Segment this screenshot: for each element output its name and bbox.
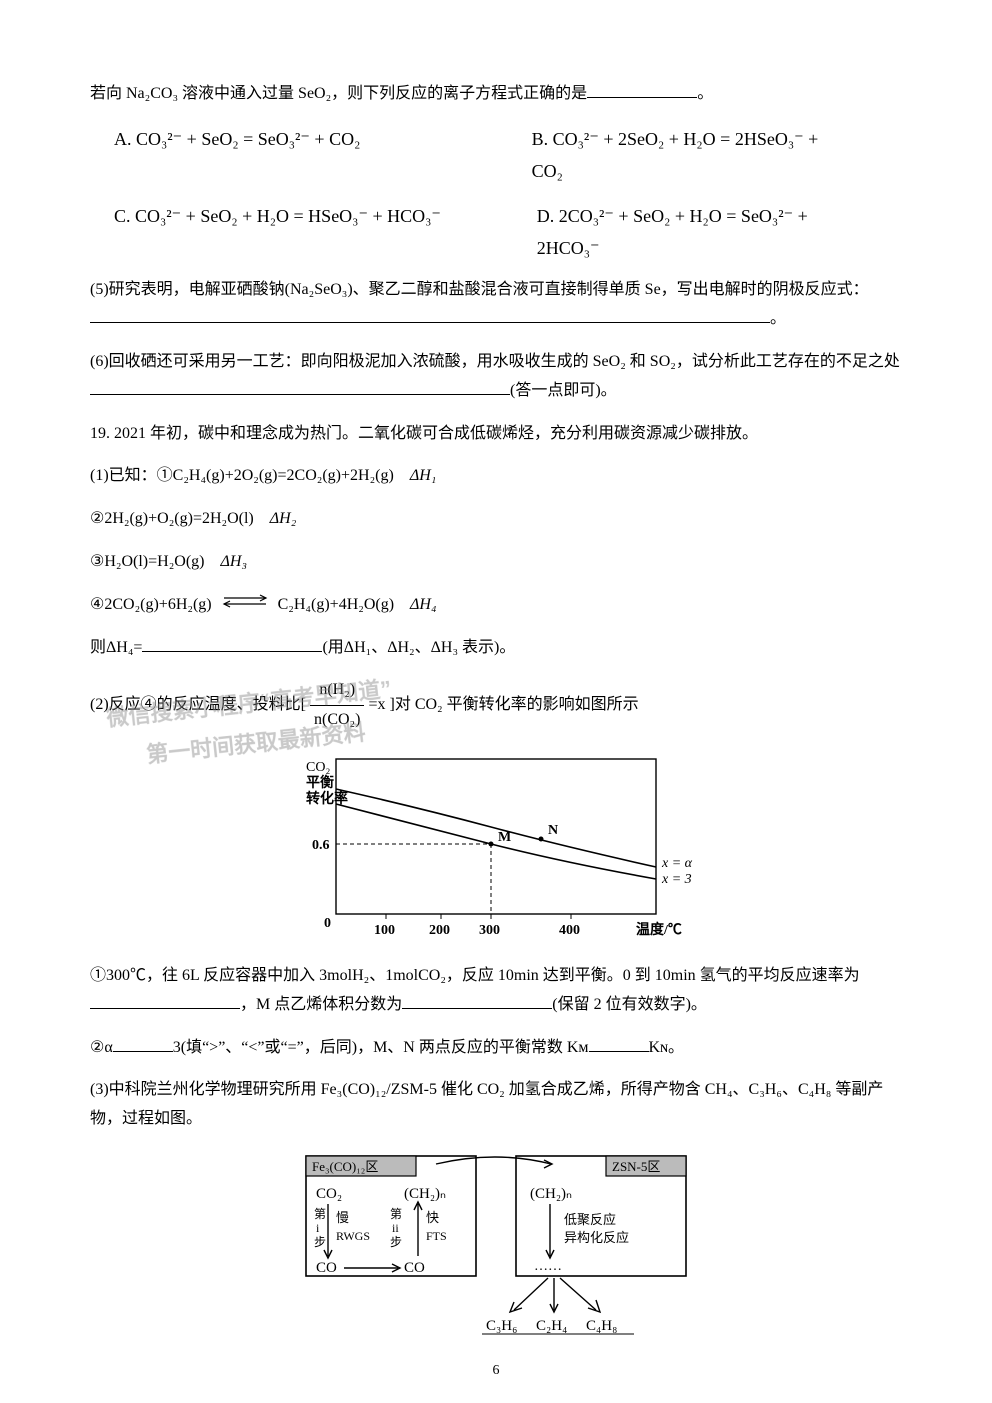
xtick-300: 300 [479, 923, 500, 938]
curve2-label: x = 3 [661, 872, 692, 887]
k-blank [589, 1051, 649, 1052]
q6-text: (6)回收硒还可采用另一工艺：即向阳极泥加入浓硫酸，用水吸收生成的 SeO₂ 和… [90, 353, 900, 370]
q19-2-1-line: ①300℃，往 6L 反应容器中加入 3molH₂、1molCO₂，反应 10m… [90, 962, 902, 1020]
intro-blank [587, 97, 697, 98]
frac-den: n(CO₂) [310, 706, 364, 735]
point-n: N [548, 823, 558, 838]
product-2: C₂H₄ [536, 1318, 567, 1334]
ratio-fraction: n(H₂) n(CO₂) [310, 676, 364, 735]
q19-2-1-tail: (保留 2 位有效数字)。 [552, 996, 707, 1013]
co-1: CO [316, 1260, 337, 1276]
diagram-wrapper: Fe₃(CO)₁₂区 CO₂ (CH₂)ₙ 第 i 步 慢 RWGS CO 第 … [286, 1148, 706, 1349]
xtick-100: 100 [374, 923, 395, 938]
dh3: ΔH₃ [221, 553, 248, 570]
intro-text: 若向 Na₂CO₃ 溶液中通入过量 SeO₂，则下列反应的离子方程式正确的是 [90, 85, 587, 102]
dh1: ΔH₁ [410, 467, 437, 484]
q6-blank [90, 394, 510, 395]
q19-2-1-mid: ，M 点乙烯体积分数为 [240, 996, 402, 1013]
diagram-svg: Fe₃(CO)₁₂区 CO₂ (CH₂)ₙ 第 i 步 慢 RWGS CO 第 … [286, 1148, 706, 1338]
curve1-label: x = α [661, 856, 693, 871]
ch2n-1: (CH₂)ₙ [404, 1186, 446, 1202]
option-c: C. CO₃²⁻ + SeO₂ + H₂O = HSeO₃⁻ + HCO₃⁻ [114, 200, 487, 265]
option-b: B. CO₃²⁻ + 2SeO₂ + H₂O = 2HSeO₃⁻ + CO₂ [532, 123, 852, 188]
intro-line: 若向 Na₂CO₃ 溶液中通入过量 SeO₂，则下列反应的离子方程式正确的是。 [90, 80, 902, 109]
step2-c: 步 [390, 1235, 402, 1249]
q6-line: (6)回收硒还可采用另一工艺：即向阳极泥加入浓硫酸，用水吸收生成的 SeO₂ 和… [90, 348, 902, 406]
fts-label: FTS [426, 1229, 447, 1243]
fast-label: 快 [426, 1210, 439, 1225]
rwgs-label: RWGS [336, 1229, 370, 1243]
product-1: C₃H₆ [486, 1318, 517, 1334]
dh4: ΔH₄ [410, 596, 437, 613]
q5-text: (5)研究表明，电解亚硒酸钠(Na₂SeO₃)、聚乙二醇和盐酸混合液可直接制得单… [90, 281, 869, 298]
q19-2-2-line: ②α 3(填“>”、“<”或“=”，后同)，M、N 两点反应的平衡常数 Kᴍ Kɴ。 [90, 1034, 902, 1063]
dots: …… [534, 1259, 562, 1274]
step2-a: 第 [390, 1207, 402, 1221]
option-d: D. 2CO₃²⁻ + SeO₂ + H₂O = SeO₃²⁻ + 2HCO₃⁻ [537, 200, 852, 265]
isomer-label: 异构化反应 [564, 1230, 629, 1245]
then-label: 则ΔH₄= [90, 639, 142, 656]
q19-2-intro: (2)反应④的反应温度、投料比[ n(H₂) n(CO₂) =x ]对 CO₂ … [90, 676, 902, 735]
options-row-1: A. CO₃²⁻ + SeO₂ = SeO₃²⁻ + CO₂ B. CO₃²⁻ … [90, 123, 902, 188]
alpha-blank [113, 1051, 173, 1052]
eq4-left: ④2CO₂(g)+6H₂(g) [90, 596, 212, 613]
step1-b: i [316, 1221, 320, 1235]
co-2: CO [404, 1260, 425, 1276]
eq4-right: C₂H₄(g)+4H₂O(g) [278, 596, 394, 613]
q19-1-eq2: ②2H₂(g)+O₂(g)=2H₂O(l) ΔH₂ [90, 505, 902, 534]
step2-b: ii [392, 1221, 399, 1235]
q19-1-then-line: 则ΔH₄= (用ΔH₁、ΔH₂、ΔH₃ 表示)。 [90, 634, 902, 663]
product-3: C₄H₈ [586, 1318, 617, 1334]
q5-line: (5)研究表明，电解亚硒酸钠(Na₂SeO₃)、聚乙二醇和盐酸混合液可直接制得单… [90, 276, 902, 334]
box1-header: Fe₃(CO)₁₂区 [312, 1159, 378, 1174]
xtick-200: 200 [429, 923, 450, 938]
ylabel-1: CO₂ [306, 760, 330, 775]
slow-label: 慢 [336, 1210, 349, 1225]
q19-2-a: (2)反应④的反应温度、投料比[ [90, 696, 306, 713]
q19-1-eq4: ④2CO₂(g)+6H₂(g) C₂H₄(g)+4H₂O(g) ΔH₄ [90, 591, 902, 620]
q19-3-line: (3)中科院兰州化学物理研究所用 Fe₃(CO)₁₂/ZSM-5 催化 CO₂ … [90, 1076, 902, 1134]
q19-1-eq1: (1)已知：①C₂H₄(g)+2O₂(g)=2CO₂(g)+2H₂(g) ΔH₁ [90, 462, 902, 491]
options-row-2: C. CO₃²⁻ + SeO₂ + H₂O = HSeO₃⁻ + HCO₃⁻ D… [90, 200, 902, 265]
frac-num: n(H₂) [310, 676, 364, 706]
eq1: (1)已知：①C₂H₄(g)+2O₂(g)=2CO₂(g)+2H₂(g) [90, 467, 394, 484]
q19-intro: 19. 2021 年初，碳中和理念成为热门。二氧化碳可合成低碳烯烃，充分利用碳资… [90, 420, 902, 449]
q19-2-2-b: 3(填“>”、“<”或“=”，后同)，M、N 两点反应的平衡常数 Kᴍ [173, 1039, 589, 1056]
dh4-blank [142, 651, 322, 652]
q19-2-2-a: ②α [90, 1039, 113, 1056]
ch2n-2: (CH₂)ₙ [530, 1186, 572, 1202]
eq2: ②2H₂(g)+O₂(g)=2H₂O(l) [90, 510, 254, 527]
q19-2-b: =x ]对 CO₂ 平衡转化率的影响如图所示 [368, 696, 638, 713]
chart-svg: CO₂ 平衡 转化率 0.6 M N x = α x = 3 0 100 200… [276, 749, 716, 954]
co2-label: CO₂ [316, 1186, 342, 1202]
origin-label: 0 [324, 916, 331, 931]
ylabel-3: 转化率 [306, 790, 348, 807]
point-m: M [498, 830, 511, 845]
xtick-400: 400 [559, 923, 580, 938]
q6-tail: (答一点即可)。 [510, 382, 617, 399]
ytick-06: 0.6 [312, 838, 330, 853]
equilibrium-arrow [222, 591, 268, 620]
fraction-blank [402, 1008, 552, 1009]
rate-blank [90, 1008, 240, 1009]
q19-2-1-text: ①300℃，往 6L 反应容器中加入 3molH₂、1molCO₂，反应 10m… [90, 967, 860, 984]
q5-blank [90, 322, 770, 323]
xlabel: 温度/℃ [636, 921, 682, 938]
step1-a: 第 [314, 1207, 326, 1221]
q19-2-2-c: Kɴ。 [649, 1039, 685, 1056]
page-number: 6 [0, 1358, 992, 1383]
then-tail: (用ΔH₁、ΔH₂、ΔH₃ 表示)。 [322, 639, 515, 656]
eq3: ③H₂O(l)=H₂O(g) [90, 553, 205, 570]
chart-wrapper: 微信搜索小程序“高考早知道” 第一时间获取最新资料 CO₂ 平衡 转化率 0.6… [246, 749, 746, 954]
option-a: A. CO₃²⁻ + SeO₂ = SeO₃²⁻ + CO₂ [114, 123, 482, 188]
oligomer-label: 低聚反应 [564, 1212, 616, 1227]
step1-c: 步 [314, 1235, 326, 1249]
box2-header: ZSN-5区 [612, 1159, 660, 1174]
ylabel-2: 平衡 [306, 774, 334, 791]
dh2: ΔH₂ [270, 510, 297, 527]
q19-1-eq3: ③H₂O(l)=H₂O(g) ΔH₃ [90, 548, 902, 577]
